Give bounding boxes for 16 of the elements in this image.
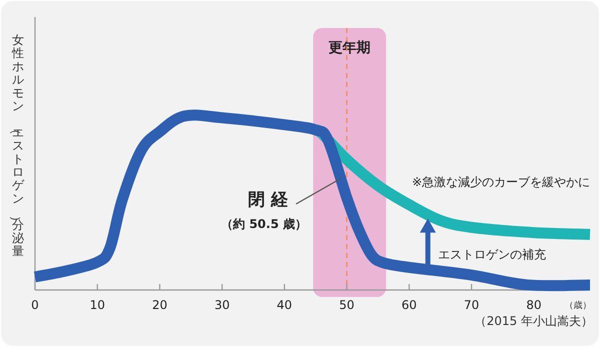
x-tick-label: 60 [402,298,417,312]
annotation: 閉 経 [248,190,289,210]
x-tick-label: 20 [152,298,168,312]
x-axis-title: （歳） [564,300,592,311]
annotation: エストロゲンの補充 [438,248,546,262]
band-label: 更年期 [328,40,371,56]
text: （2015 年小山嵩夫） [474,314,593,328]
x-tick-label: 10 [90,298,105,312]
annotation: ※急激な減少のカーブを緩やかに [412,175,590,189]
x-tick-label: 0 [31,298,39,312]
x-tick-label: 80 [526,298,542,312]
x-tick-label: 30 [214,298,230,312]
annotation: （約 50.5 歳） [221,217,307,231]
x-tick-label: 50 [339,298,354,312]
x-tick-label: 70 [464,298,480,312]
x-tick-label: 40 [276,298,292,312]
